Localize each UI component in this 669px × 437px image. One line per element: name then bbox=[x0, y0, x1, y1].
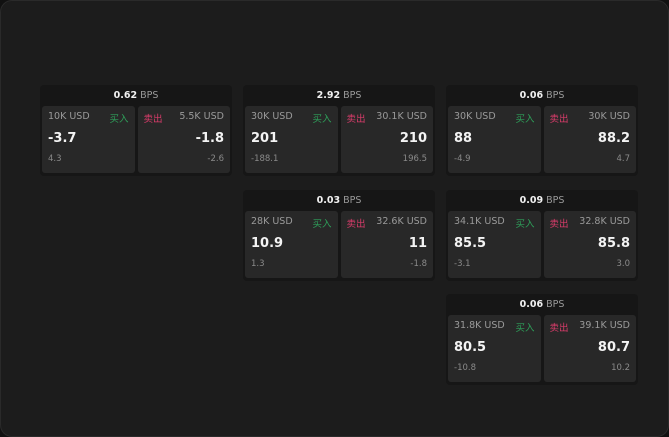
buy-button[interactable]: 30K USD 买入 88 -4.9 bbox=[448, 106, 541, 173]
bid-price: -3.7 bbox=[48, 131, 77, 146]
spread-header: 0.06 BPS bbox=[446, 85, 638, 106]
spread-unit: BPS bbox=[546, 299, 565, 310]
spread-header: 2.92 BPS bbox=[243, 85, 435, 106]
bid-change: 1.3 bbox=[251, 259, 265, 269]
bid-size: 28K USD bbox=[251, 216, 293, 227]
sell-button[interactable]: 卖出 32.8K USD 85.8 3.0 bbox=[543, 211, 636, 278]
quote-card: 0.09 BPS 34.1K USD 买入 85.5 -3.1 卖出 32.8K USD… bbox=[446, 190, 638, 281]
spread-header: 0.03 BPS bbox=[243, 190, 435, 211]
bid-size: 31.8K USD bbox=[454, 320, 505, 331]
spread-header: 0.06 BPS bbox=[446, 294, 638, 315]
spread-header: 0.62 BPS bbox=[40, 85, 232, 106]
ask-size: 32.8K USD bbox=[579, 216, 630, 227]
bid-change: -3.1 bbox=[454, 259, 471, 269]
sell-button[interactable]: 卖出 5.5K USD -1.8 -2.6 bbox=[137, 106, 230, 173]
ask-size: 30.1K USD bbox=[376, 111, 427, 122]
ask-change: 10.2 bbox=[611, 363, 630, 373]
sell-label: 卖出 bbox=[346, 219, 366, 230]
bid-change: -10.8 bbox=[454, 363, 476, 373]
bid-size: 30K USD bbox=[454, 111, 496, 122]
spread-unit: BPS bbox=[546, 90, 565, 101]
ask-price: 80.7 bbox=[597, 340, 630, 355]
spread-value: 0.06 bbox=[519, 299, 544, 310]
bid-change: -4.9 bbox=[454, 154, 471, 164]
spread-header: 0.09 BPS bbox=[446, 190, 638, 211]
buy-label: 买入 bbox=[515, 323, 535, 334]
ask-size: 5.5K USD bbox=[179, 111, 224, 122]
spread-value: 2.92 bbox=[316, 90, 341, 101]
buy-label: 买入 bbox=[515, 219, 535, 230]
bid-price: 85.5 bbox=[454, 236, 487, 251]
buy-button[interactable]: 10K USD 买入 -3.7 4.3 bbox=[42, 106, 135, 173]
ask-change: -1.8 bbox=[410, 259, 427, 269]
spread-value: 0.09 bbox=[519, 195, 544, 206]
buy-button[interactable]: 30K USD 买入 201 -188.1 bbox=[245, 106, 338, 173]
quote-card: 0.06 BPS 31.8K USD 买入 80.5 -10.8 卖出 39.1K US… bbox=[446, 294, 638, 385]
ask-size: 32.6K USD bbox=[376, 216, 427, 227]
buy-label: 买入 bbox=[515, 114, 535, 125]
sell-label: 卖出 bbox=[143, 114, 163, 125]
bid-price: 201 bbox=[251, 131, 279, 146]
spread-unit: BPS bbox=[140, 90, 159, 101]
ask-price: -1.8 bbox=[195, 131, 224, 146]
buy-button[interactable]: 31.8K USD 买入 80.5 -10.8 bbox=[448, 315, 541, 382]
bid-change: -188.1 bbox=[251, 154, 279, 164]
sell-label: 卖出 bbox=[549, 219, 569, 230]
bid-size: 30K USD bbox=[251, 111, 293, 122]
ask-price: 11 bbox=[408, 236, 427, 251]
bid-price: 88 bbox=[454, 131, 473, 146]
quote-card: 0.62 BPS 10K USD 买入 -3.7 4.3 卖出 5.5K USD -1.8… bbox=[40, 85, 232, 176]
ask-size: 39.1K USD bbox=[579, 320, 630, 331]
ask-change: 3.0 bbox=[616, 259, 630, 269]
buy-button[interactable]: 28K USD 买入 10.9 1.3 bbox=[245, 211, 338, 278]
quote-card: 0.03 BPS 28K USD 买入 10.9 1.3 卖出 32.6K USD 11 -… bbox=[243, 190, 435, 281]
bid-price: 10.9 bbox=[251, 236, 284, 251]
ask-change: -2.6 bbox=[207, 154, 224, 164]
sell-button[interactable]: 卖出 39.1K USD 80.7 10.2 bbox=[543, 315, 636, 382]
ask-price: 88.2 bbox=[597, 131, 630, 146]
ask-change: 196.5 bbox=[402, 154, 427, 164]
ask-change: 4.7 bbox=[616, 154, 630, 164]
spread-unit: BPS bbox=[546, 195, 565, 206]
sell-button[interactable]: 卖出 30K USD 88.2 4.7 bbox=[543, 106, 636, 173]
quote-card: 0.06 BPS 30K USD 买入 88 -4.9 卖出 30K USD 88.2 4.… bbox=[446, 85, 638, 176]
ask-price: 85.8 bbox=[597, 236, 630, 251]
sell-label: 卖出 bbox=[549, 323, 569, 334]
buy-label: 买入 bbox=[312, 114, 332, 125]
bid-change: 4.3 bbox=[48, 154, 62, 164]
buy-button[interactable]: 34.1K USD 买入 85.5 -3.1 bbox=[448, 211, 541, 278]
spread-unit: BPS bbox=[343, 195, 362, 206]
ask-price: 210 bbox=[399, 131, 427, 146]
sell-button[interactable]: 卖出 32.6K USD 11 -1.8 bbox=[340, 211, 433, 278]
sell-label: 卖出 bbox=[549, 114, 569, 125]
bid-size: 34.1K USD bbox=[454, 216, 505, 227]
spread-unit: BPS bbox=[343, 90, 362, 101]
ask-size: 30K USD bbox=[588, 111, 630, 122]
bid-price: 80.5 bbox=[454, 340, 487, 355]
buy-label: 买入 bbox=[312, 219, 332, 230]
sell-button[interactable]: 卖出 30.1K USD 210 196.5 bbox=[340, 106, 433, 173]
buy-label: 买入 bbox=[109, 114, 129, 125]
sell-label: 卖出 bbox=[346, 114, 366, 125]
spread-value: 0.62 bbox=[113, 90, 138, 101]
bid-size: 10K USD bbox=[48, 111, 90, 122]
spread-value: 0.06 bbox=[519, 90, 544, 101]
spread-value: 0.03 bbox=[316, 195, 341, 206]
quote-card: 2.92 BPS 30K USD 买入 201 -188.1 卖出 30.1K USD 2… bbox=[243, 85, 435, 176]
